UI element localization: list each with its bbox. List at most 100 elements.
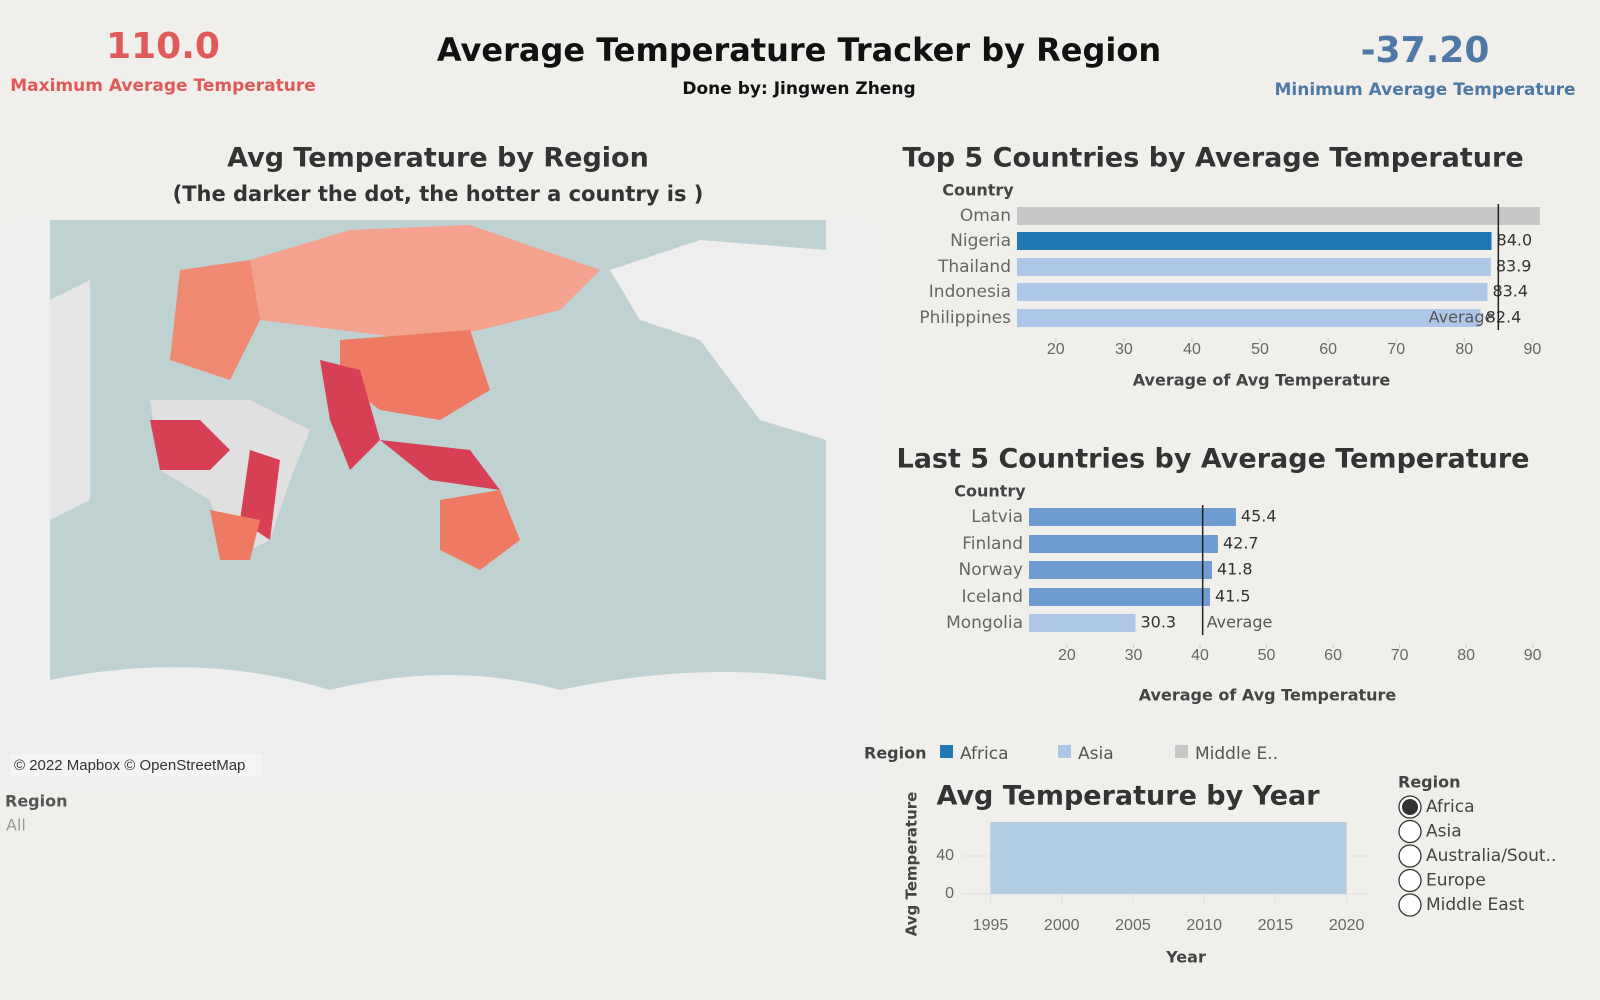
y-tick-label: 40 [936,847,954,864]
legend-title: Region [864,744,927,763]
southern-africa [210,510,260,560]
antarctica [50,667,826,775]
x-tick-label: 2020 [1329,917,1365,934]
radio-button[interactable] [1398,893,1422,917]
category-label: Latvia [971,507,1023,527]
category-label: Mongolia [946,613,1023,633]
chart-title: Top 5 Countries by Average Temperature [902,143,1523,174]
chart-title: Last 5 Countries by Average Temperature [896,444,1529,475]
x-axis-title: Average of Avg Temperature [1133,371,1391,390]
west-africa [150,420,230,470]
x-axis-title: Average of Avg Temperature [1139,686,1397,705]
data-label: 30.3 [1140,613,1176,632]
filter-title: Region [5,792,68,811]
area [990,822,1347,895]
bar [1029,588,1210,606]
x-tick-label: 90 [1524,647,1542,664]
radio-button[interactable] [1398,819,1422,844]
x-tick-label: 60 [1319,341,1337,358]
east-africa [240,450,280,540]
data-label: 41.5 [1215,587,1251,606]
radio-label[interactable]: Asia [1426,822,1462,842]
year-filter: Region Africa Asia Australia/Sout.. Europe M… [1398,773,1556,917]
category-label: Indonesia [929,282,1011,302]
dashboard-subtitle: Done by: Jingwen Zheng [682,79,915,99]
north-america [610,240,826,440]
radio-label[interactable]: Australia/Sout.. [1426,846,1556,866]
australia [440,490,520,570]
kpi-label: Minimum Average Temperature [1274,80,1575,100]
x-tick-label: 30 [1125,647,1143,664]
radio-button[interactable] [1398,844,1422,868]
data-label: 42.7 [1223,534,1259,553]
category-label: Thailand [937,257,1011,277]
legend-label: Asia [1078,744,1114,764]
russia [250,225,600,340]
y-tick-label: 0 [945,885,954,902]
china [340,330,490,420]
x-tick-label: 80 [1455,341,1473,358]
category-label: Norway [959,560,1024,580]
reference-label: Average [1207,613,1273,632]
legend-swatch [1175,745,1188,758]
x-tick-label: 2005 [1115,917,1151,934]
data-label: 84.0 [1497,231,1533,250]
x-tick-label: 20 [1047,341,1065,358]
europe [170,260,260,380]
kpi-value: -37.20 [1361,30,1490,71]
category-label: Philippines [919,308,1011,328]
southeast-asia [380,440,500,490]
legend-label: Africa [960,744,1009,764]
map-attribution: © 2022 Mapbox © OpenStreetMap [14,757,245,774]
map-title: Avg Temperature by Region [227,143,649,174]
attribution-box [10,754,262,776]
dashboard-title: Average Temperature Tracker by Region [437,31,1161,69]
x-tick-label: 1995 [973,917,1009,934]
radio-dot [1402,799,1418,815]
radio-label[interactable]: Europe [1426,871,1486,891]
americas-west [50,280,90,520]
india [320,360,380,470]
radio-label[interactable]: Africa [1426,797,1475,817]
category-label: Nigeria [950,231,1011,251]
kpi-label: Maximum Average Temperature [10,76,316,96]
filter-value[interactable]: All [6,816,26,835]
x-tick-label: 2010 [1186,917,1222,934]
x-tick-label: 60 [1324,647,1342,664]
x-tick-label: 40 [1183,341,1201,358]
data-label: 45.4 [1241,507,1277,526]
x-tick-label: 70 [1387,341,1405,358]
bar [1017,207,1540,225]
legend-swatch [940,745,953,758]
bar [1017,283,1488,301]
x-tick-label: 30 [1115,341,1133,358]
category-header: Country [942,181,1014,200]
x-axis-title: Year [1165,948,1206,967]
x-tick-label: 50 [1258,647,1276,664]
bar [1029,508,1236,526]
radio-label[interactable]: Middle East [1426,895,1525,915]
x-tick-label: 2015 [1258,917,1294,934]
legend-label: Middle E.. [1195,744,1278,764]
x-tick-label: 50 [1251,341,1269,358]
filter-title: Region [1398,773,1461,792]
data-label: 82.4 [1486,308,1522,327]
kpi-value: 110.0 [106,26,220,67]
data-label: 83.9 [1496,257,1532,276]
x-tick-label: 90 [1523,341,1541,358]
y-axis-title: Avg Temperature [903,792,921,937]
category-label: Finland [962,534,1023,554]
bar [1017,232,1492,250]
chart-title: Avg Temperature by Year [936,781,1320,812]
reference-label: Average [1429,308,1495,327]
map: © 2022 Mapbox © OpenStreetMap [5,220,873,792]
legend: Region Africa Asia Middle E.. [864,744,1278,765]
x-tick-label: 40 [1191,647,1209,664]
radio-button[interactable] [1398,868,1422,893]
category-label: Oman [960,206,1011,226]
bar [1029,535,1218,553]
x-tick-label: 80 [1457,647,1475,664]
map-subtitle: (The darker the dot, the hotter a countr… [173,182,704,206]
